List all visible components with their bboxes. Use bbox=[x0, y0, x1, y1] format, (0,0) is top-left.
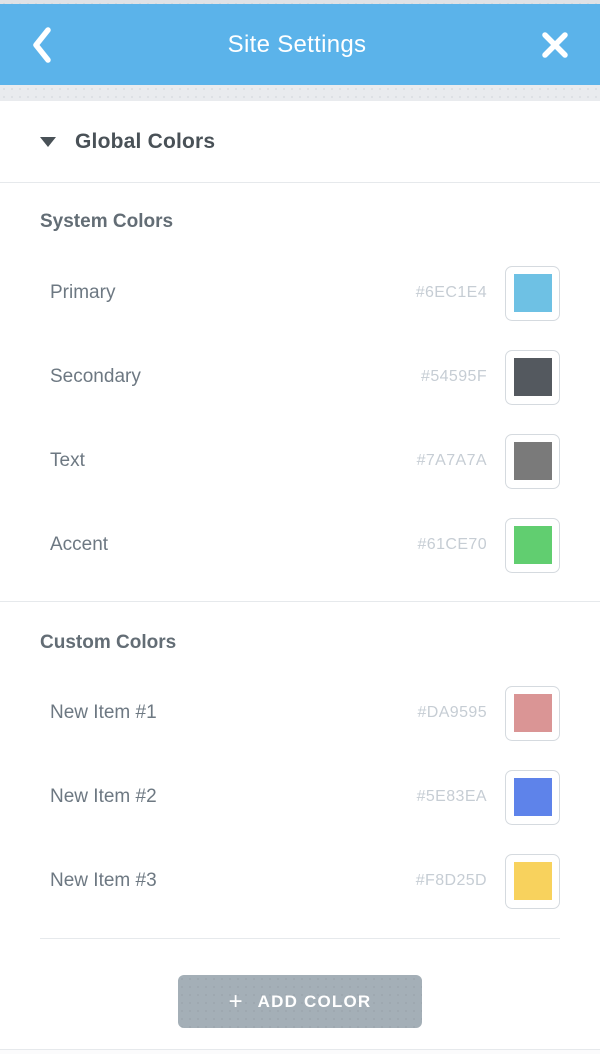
color-hex-value: #DA9595 bbox=[417, 704, 487, 721]
color-swatch-button[interactable] bbox=[505, 853, 560, 909]
color-swatch-fill bbox=[513, 358, 552, 396]
panel-header: Site Settings bbox=[0, 4, 600, 85]
color-swatch-fill bbox=[513, 778, 552, 816]
header-texture-strip bbox=[0, 85, 600, 101]
color-label: Text bbox=[50, 450, 85, 471]
plus-icon: + bbox=[228, 987, 243, 1015]
color-row-primary: Primary #6EC1E4 bbox=[0, 251, 600, 335]
caret-down-icon bbox=[40, 136, 56, 147]
color-row-custom-1: New Item #1 #DA9595 bbox=[0, 671, 600, 755]
back-button[interactable] bbox=[26, 22, 58, 68]
section-content: System Colors Primary #6EC1E4 Secondary … bbox=[0, 183, 600, 1054]
color-hex-value: #7A7A7A bbox=[416, 452, 487, 469]
color-row-secondary: Secondary #54595F bbox=[0, 335, 600, 419]
color-label-editable[interactable]: New Item #1 bbox=[50, 702, 157, 723]
color-swatch-fill bbox=[513, 526, 552, 564]
color-swatch-fill bbox=[513, 862, 552, 900]
add-color-label: ADD COLOR bbox=[257, 991, 372, 1011]
section-title: Global Colors bbox=[75, 129, 216, 153]
color-swatch-fill bbox=[513, 442, 552, 480]
color-label: Accent bbox=[50, 534, 109, 555]
color-label-editable[interactable]: New Item #2 bbox=[50, 786, 157, 807]
footer-divider bbox=[40, 938, 560, 939]
color-swatch-button[interactable] bbox=[505, 769, 560, 825]
color-swatch-fill bbox=[513, 694, 552, 732]
color-row-custom-2: New Item #2 #5E83EA bbox=[0, 755, 600, 839]
color-hex-value: #61CE70 bbox=[417, 536, 487, 553]
section-divider bbox=[0, 601, 600, 602]
color-label-editable[interactable]: New Item #3 bbox=[50, 870, 157, 891]
color-hex-value: #5E83EA bbox=[416, 788, 487, 805]
color-swatch-button[interactable] bbox=[505, 517, 560, 573]
chevron-left-icon bbox=[30, 26, 54, 64]
color-label: Secondary bbox=[50, 366, 141, 387]
color-hex-value: #6EC1E4 bbox=[415, 284, 487, 301]
system-colors-heading: System Colors bbox=[40, 211, 174, 232]
color-hex-value: #F8D25D bbox=[415, 872, 487, 889]
color-swatch-button[interactable] bbox=[505, 685, 560, 741]
color-row-text: Text #7A7A7A bbox=[0, 419, 600, 503]
add-color-button[interactable]: + ADD COLOR bbox=[178, 975, 422, 1028]
page-title: Site Settings bbox=[227, 30, 367, 58]
close-icon bbox=[540, 30, 570, 60]
custom-colors-heading: Custom Colors bbox=[40, 632, 177, 653]
color-swatch-button[interactable] bbox=[505, 433, 560, 489]
color-swatch-button[interactable] bbox=[505, 349, 560, 405]
color-row-accent: Accent #61CE70 bbox=[0, 503, 600, 587]
color-label: Primary bbox=[50, 282, 116, 303]
color-row-custom-3: New Item #3 #F8D25D bbox=[0, 839, 600, 923]
color-swatch-fill bbox=[513, 274, 552, 312]
bottom-edge-strip bbox=[0, 1049, 600, 1054]
color-hex-value: #54595F bbox=[421, 368, 487, 385]
close-button[interactable] bbox=[536, 26, 574, 64]
color-swatch-button[interactable] bbox=[505, 265, 560, 321]
top-texture-strip bbox=[0, 0, 600, 4]
section-header-global-colors[interactable]: Global Colors bbox=[0, 101, 600, 183]
